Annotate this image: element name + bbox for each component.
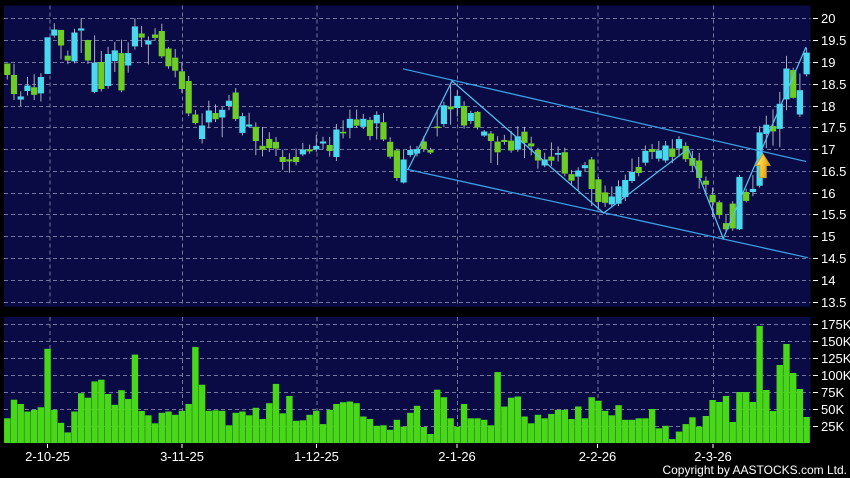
svg-text:125K: 125K bbox=[821, 351, 850, 366]
svg-text:2-10-25: 2-10-25 bbox=[25, 449, 70, 464]
svg-text:19: 19 bbox=[821, 55, 835, 70]
svg-text:15: 15 bbox=[821, 229, 835, 244]
svg-text:25K: 25K bbox=[821, 419, 844, 434]
svg-text:16.5: 16.5 bbox=[821, 164, 846, 179]
svg-text:19.5: 19.5 bbox=[821, 33, 846, 48]
svg-text:Copyright by AASTOCKS.com Ltd.: Copyright by AASTOCKS.com Ltd. bbox=[662, 463, 847, 477]
svg-text:20: 20 bbox=[821, 11, 835, 26]
svg-text:50K: 50K bbox=[821, 402, 844, 417]
svg-text:17.5: 17.5 bbox=[821, 120, 846, 135]
svg-text:2-3-26: 2-3-26 bbox=[694, 449, 732, 464]
svg-text:2-2-26: 2-2-26 bbox=[579, 449, 617, 464]
svg-text:17: 17 bbox=[821, 142, 835, 157]
svg-text:14.5: 14.5 bbox=[821, 251, 846, 266]
svg-text:13.5: 13.5 bbox=[821, 295, 846, 310]
svg-text:16: 16 bbox=[821, 186, 835, 201]
svg-text:18: 18 bbox=[821, 99, 835, 114]
svg-text:18.5: 18.5 bbox=[821, 77, 846, 92]
svg-text:75K: 75K bbox=[821, 385, 844, 400]
svg-text:1-12-25: 1-12-25 bbox=[294, 449, 339, 464]
svg-text:14: 14 bbox=[821, 273, 835, 288]
svg-text:3-11-25: 3-11-25 bbox=[160, 449, 204, 464]
svg-text:100K: 100K bbox=[821, 368, 850, 383]
svg-text:175K: 175K bbox=[821, 317, 850, 332]
svg-text:150K: 150K bbox=[821, 334, 850, 349]
svg-text:15.5: 15.5 bbox=[821, 207, 846, 222]
svg-text:2-1-26: 2-1-26 bbox=[438, 449, 476, 464]
